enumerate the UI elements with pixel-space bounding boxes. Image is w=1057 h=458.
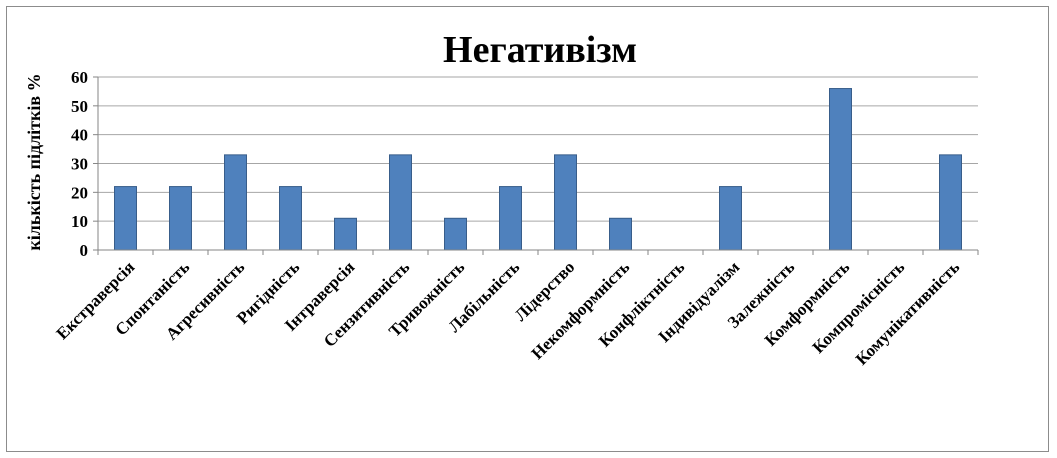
bar [939, 154, 962, 251]
bar [389, 154, 412, 251]
y-tick-label: 50 [71, 97, 88, 116]
chart-title: Негативізм [443, 29, 637, 71]
y-axis-label: кількість підлітків % [24, 73, 44, 250]
bar [444, 217, 467, 251]
bar [114, 186, 137, 251]
y-tick-label: 40 [71, 126, 88, 145]
y-tick-label: 30 [71, 155, 88, 174]
bar [499, 186, 522, 251]
bars [114, 88, 962, 251]
axes [93, 76, 979, 255]
y-tick-label: 0 [80, 241, 89, 260]
bar [719, 186, 742, 251]
y-tick-label: 60 [71, 68, 88, 87]
category-labels: ЕкстраверсіяСпонтаністьАгресивністьРигід… [52, 257, 963, 369]
y-tick-label: 20 [71, 183, 88, 202]
x-tick-label: Некомформність [528, 257, 634, 363]
bar [334, 217, 357, 251]
x-tick-label: Комунікативність [852, 257, 963, 368]
bar [829, 88, 852, 251]
bar [224, 154, 247, 251]
bar [554, 154, 577, 251]
y-tick-labels: 0 10 20 30 40 50 60 [71, 68, 88, 260]
bar [609, 217, 632, 251]
y-tick-label: 10 [71, 212, 88, 231]
bar [169, 186, 192, 251]
bar [279, 186, 302, 251]
